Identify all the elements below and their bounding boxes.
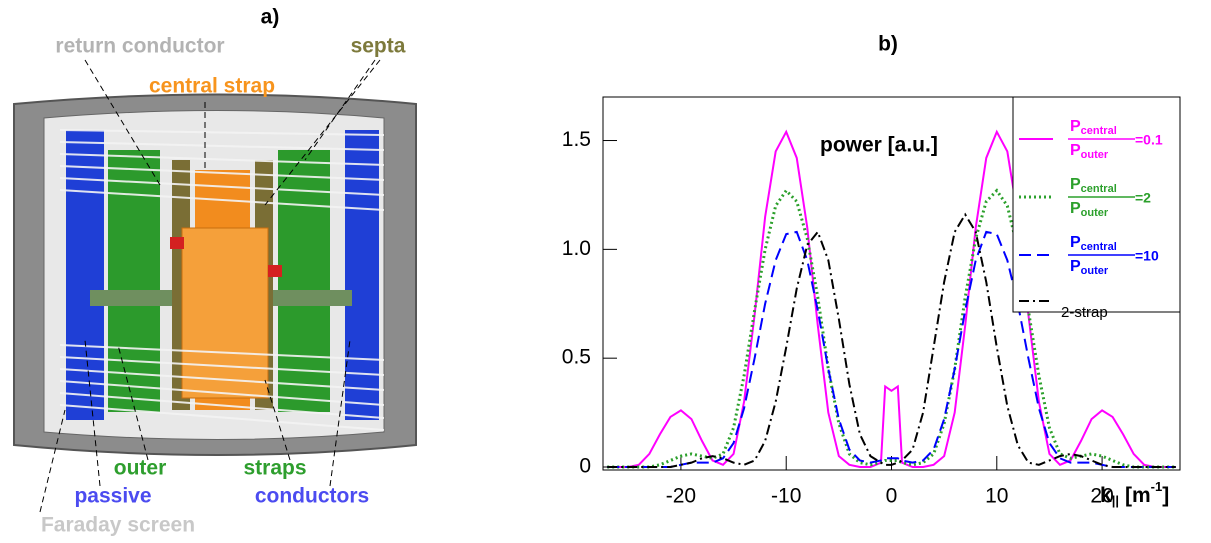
legend-fraction-bottom: Pouter (1070, 142, 1109, 161)
annotation: return conductor (55, 35, 224, 58)
x-axis-label-part: -1 (1151, 479, 1163, 494)
x-axis-label-part: ] (1162, 484, 1169, 507)
fraction-part: P (1070, 118, 1081, 135)
fraction-part: outer (1081, 149, 1109, 161)
panel-label: b) (878, 33, 898, 56)
y-tick-label: 0 (579, 455, 591, 478)
fraction-part: P (1070, 142, 1081, 159)
legend-fraction-top: Pcentral (1070, 118, 1117, 137)
series-line (607, 212, 1176, 468)
fraction-part: outer (1081, 265, 1109, 277)
x-tick-label: -10 (771, 485, 801, 508)
legend-fraction-bottom: Pouter (1070, 258, 1109, 277)
x-axis-label-part: k (1100, 484, 1112, 507)
fraction-part: P (1070, 234, 1081, 251)
fraction-part: central (1081, 183, 1117, 195)
fraction-part: P (1070, 258, 1081, 275)
legend-label: =10 (1135, 248, 1159, 264)
legend-fraction-top: Pcentral (1070, 176, 1117, 195)
annotation: power [a.u.] (820, 134, 938, 157)
legend-label: 2-strap (1061, 304, 1108, 321)
legend-fraction-bottom: Pouter (1070, 200, 1109, 219)
legend-label: =0.1 (1135, 132, 1163, 148)
annotation: passive (74, 485, 151, 508)
x-tick-label: 0 (886, 485, 898, 508)
x-tick-label: 20 (1090, 485, 1113, 508)
y-tick-label: 1.0 (562, 237, 591, 260)
fraction-part: P (1070, 176, 1081, 193)
x-axis-label: k|| [m-1] (1100, 479, 1169, 508)
legend-fraction-top: Pcentral (1070, 234, 1117, 253)
chart: b) 0 0.5 1.0 1.5 -20 -10 0 10 20k|| [m-1] power [a.… (562, 33, 1181, 508)
legend-box (1012, 96, 1181, 313)
x-axis-label-part: [m (1125, 484, 1151, 507)
annotation: septa (351, 35, 406, 58)
series-line (607, 188, 1176, 469)
fraction-part: central (1081, 125, 1117, 137)
antenna-drawing (13, 59, 417, 513)
annotation: outer (114, 457, 167, 480)
legend-label: =2 (1135, 190, 1151, 206)
y-tick-label: 0.5 (562, 346, 591, 369)
x-tick-label: 10 (985, 485, 1008, 508)
series-line (607, 230, 1176, 468)
fraction-part: outer (1081, 207, 1109, 219)
annotation: Faraday screen (41, 514, 195, 537)
x-axis-label-part: || (1112, 493, 1119, 508)
x-tick-label: -20 (666, 485, 696, 508)
series-line (607, 129, 1176, 468)
annotation: central strap (149, 75, 275, 98)
fraction-part: P (1070, 200, 1081, 217)
y-tick-label: 1.5 (562, 128, 591, 151)
panel-label: a) (261, 6, 280, 29)
annotation: straps (243, 457, 306, 480)
fraction-part: central (1081, 241, 1117, 253)
legend: PcentralPouter=0.1PcentralPouter=2Pcentr… (1012, 96, 1181, 321)
annotation: conductors (255, 485, 369, 508)
